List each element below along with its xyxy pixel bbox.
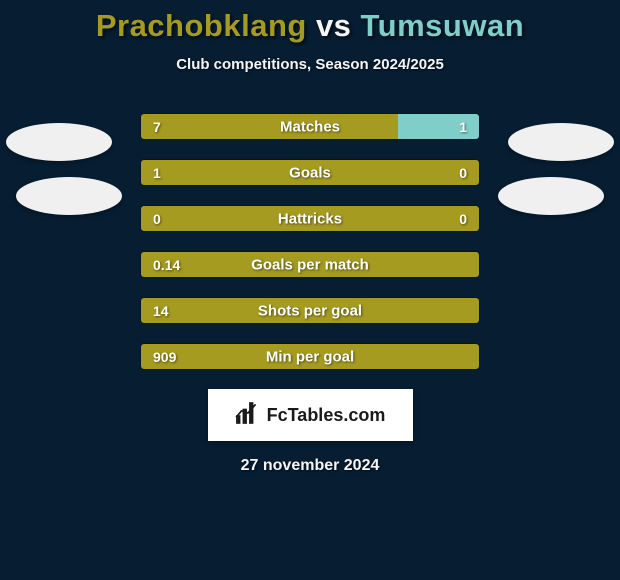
footer-badge: FcTables.com [208, 389, 413, 441]
stat-row: Shots per goal14 [140, 297, 480, 324]
page-title: Prachobklang vs Tumsuwan [0, 0, 620, 44]
comparison-area: Matches71Goals10Hattricks00Goals per mat… [0, 113, 620, 370]
bar-chart-icon [235, 402, 261, 429]
stat-row: Matches7 1 [140, 113, 480, 140]
footer-brand: FcTables.com [267, 405, 386, 426]
player1-avatar-bottom [16, 177, 122, 215]
title-player1: Prachobklang [96, 8, 307, 43]
title-vs: vs [307, 8, 361, 43]
stat-label: Hattricks [141, 210, 479, 227]
stat-value-left: 14 [153, 303, 169, 319]
stat-value-right: 1 [459, 119, 467, 135]
stat-value-right: 0 [459, 165, 467, 181]
player2-avatar-top [508, 123, 614, 161]
stat-label: Min per goal [141, 348, 479, 365]
subtitle: Club competitions, Season 2024/2025 [0, 56, 620, 73]
stat-value-left: 0 [153, 211, 161, 227]
stat-value-right: 0 [459, 211, 467, 227]
stat-label: Matches [141, 118, 479, 135]
stat-value-left: 0.14 [153, 257, 180, 273]
stat-label: Shots per goal [141, 302, 479, 319]
player1-avatar-top [6, 123, 112, 161]
date-label: 27 november 2024 [0, 457, 620, 475]
stat-row: Min per goal909 [140, 343, 480, 370]
title-player2: Tumsuwan [361, 8, 525, 43]
stat-label: Goals [141, 164, 479, 181]
stat-row: Goals per match0.14 [140, 251, 480, 278]
stat-value-left: 909 [153, 349, 176, 365]
stat-row: Goals1 0 [140, 159, 480, 186]
stat-row: Hattricks0 0 [140, 205, 480, 232]
stat-label: Goals per match [141, 256, 479, 273]
stat-value-left: 1 [153, 165, 161, 181]
stat-value-left: 7 [153, 119, 161, 135]
player2-avatar-bottom [498, 177, 604, 215]
